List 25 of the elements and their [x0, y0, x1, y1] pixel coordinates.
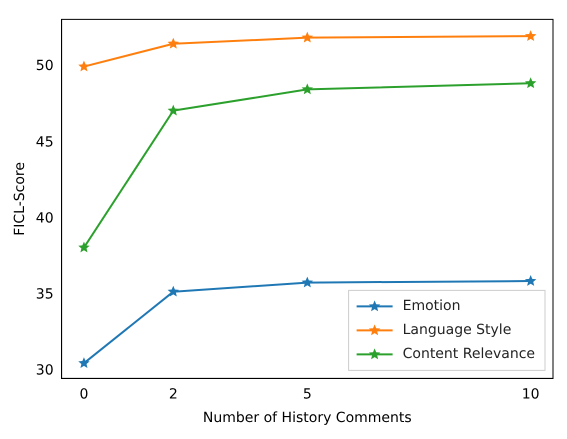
y-tick-label: 30	[36, 362, 54, 378]
x-tick-label: 10	[522, 386, 540, 402]
legend-label: Emotion	[402, 298, 460, 314]
legend-label: Content Relevance	[402, 346, 536, 362]
y-tick-label: 40	[36, 210, 54, 226]
y-axis-title: FICL-Score	[12, 162, 28, 236]
point	[302, 83, 314, 94]
point	[78, 242, 90, 252]
point	[524, 30, 536, 41]
x-tick-label: 0	[79, 386, 88, 402]
x-axis-title: Number of History Comments	[202, 410, 412, 426]
y-tick-label: 45	[36, 134, 54, 150]
x-tick-label: 2	[168, 386, 178, 402]
point	[168, 38, 179, 49]
x-tick-label: 5	[302, 386, 312, 402]
point	[168, 104, 179, 116]
y-tick-label: 50	[36, 58, 54, 74]
y-tick-label: 35	[36, 286, 54, 302]
point	[302, 32, 314, 43]
point	[524, 275, 536, 286]
legend-label: Language Style	[402, 322, 512, 338]
point	[168, 286, 179, 297]
point	[302, 276, 314, 288]
point	[78, 357, 90, 368]
point	[524, 77, 536, 88]
